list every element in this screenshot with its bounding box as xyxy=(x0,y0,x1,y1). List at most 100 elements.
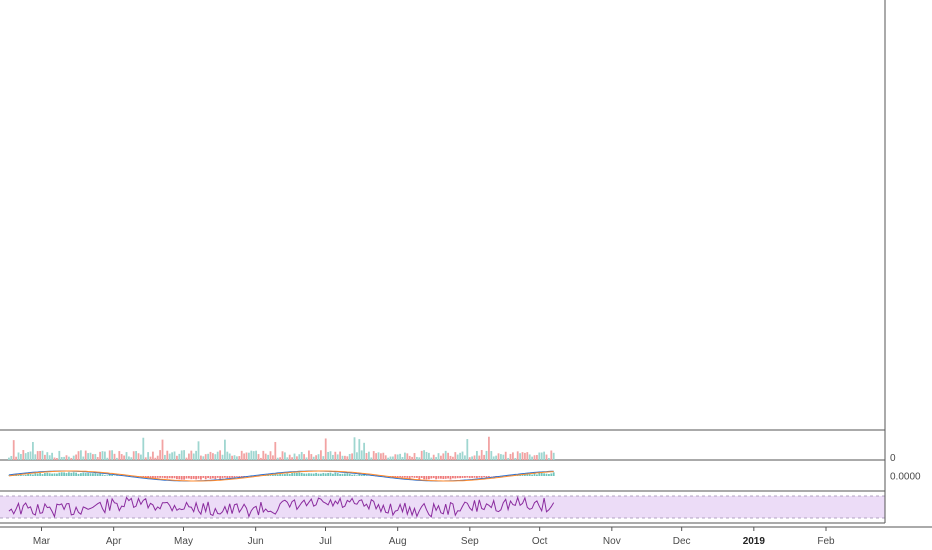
volume-bar xyxy=(137,453,140,460)
volume-bar xyxy=(420,450,423,460)
macd-histogram-bar xyxy=(305,473,308,476)
volume-bar xyxy=(120,454,123,460)
volume-bar xyxy=(20,454,22,460)
macd-histogram-bar xyxy=(315,472,318,476)
macd-histogram-bar xyxy=(224,476,226,478)
macd-histogram-bar xyxy=(336,473,339,476)
macd-histogram-bar xyxy=(279,473,282,476)
volume-bar xyxy=(504,451,507,460)
volume-bar xyxy=(36,451,39,460)
volume-bar xyxy=(255,450,258,460)
volume-bar xyxy=(552,452,555,460)
macd-histogram-bar xyxy=(329,472,332,476)
macd-histogram-bar xyxy=(48,473,51,476)
volume-bar xyxy=(202,456,205,460)
macd-histogram-bar xyxy=(365,475,368,476)
x-tick-label: Jul xyxy=(319,536,332,547)
x-tick-label: Aug xyxy=(389,536,407,547)
volume-bar xyxy=(204,454,207,460)
macd-histogram-bar xyxy=(444,476,447,479)
volume-bar xyxy=(521,452,524,460)
macd-histogram-bar xyxy=(238,476,241,478)
volume-bar xyxy=(437,453,440,460)
volume-bar xyxy=(435,457,438,460)
volume-bar xyxy=(360,450,363,460)
volume-bar xyxy=(87,453,90,460)
price-axis: 7600.0007200.0006800.0006600.0006400.000… xyxy=(884,0,932,550)
macd-histogram-bar xyxy=(209,476,212,479)
x-tick-label: Dec xyxy=(673,536,691,547)
time-axis: Mar Apr May Jun Jul Aug Sep Oct Nov Dec 2019 Feb xyxy=(0,526,932,547)
macd-histogram-bar xyxy=(423,476,426,480)
volume-bar xyxy=(221,454,224,460)
volume-bar xyxy=(372,451,375,460)
volume-bar xyxy=(267,454,270,460)
macd-histogram-bar xyxy=(53,473,56,476)
volume-bar xyxy=(274,441,277,460)
volume-bar xyxy=(490,451,493,460)
macd-histogram-bar xyxy=(449,476,452,480)
macd-histogram-bar xyxy=(416,476,418,478)
volume-bar xyxy=(466,439,469,460)
macd-histogram-bar xyxy=(152,476,154,479)
volume-bar xyxy=(48,455,51,460)
volume-bar xyxy=(413,453,416,460)
macd-histogram-bar xyxy=(166,476,169,479)
macd-histogram-bar xyxy=(236,476,238,477)
macd-histogram-bar xyxy=(296,472,298,476)
macd-histogram-bar xyxy=(56,473,58,476)
volume-bar xyxy=(65,455,68,460)
volume-bar xyxy=(516,451,519,460)
macd-histogram-bar xyxy=(269,475,272,476)
volume-bar xyxy=(320,450,322,460)
macd-line xyxy=(8,470,554,482)
macd-histogram-bar xyxy=(41,474,44,476)
volume-bar xyxy=(238,456,241,460)
macd-histogram-bar xyxy=(411,476,414,478)
volume-bar xyxy=(389,456,392,460)
volume-bar xyxy=(178,453,181,460)
macd-histogram-bar xyxy=(200,476,202,480)
volume-bar xyxy=(538,452,541,460)
volume-bar xyxy=(339,451,342,460)
volume-bar xyxy=(485,450,488,460)
macd-histogram-bar xyxy=(425,476,428,480)
volume-bar xyxy=(543,451,546,460)
indicator-panels xyxy=(0,429,885,524)
macd-histogram-bar xyxy=(437,476,440,479)
macd-histogram-bar xyxy=(46,472,49,476)
volume-bar xyxy=(401,456,404,460)
macd-zero-label: 0.0000 xyxy=(890,472,921,483)
volume-bar xyxy=(423,450,426,460)
volume-bar xyxy=(548,457,550,460)
macd-histogram-bar xyxy=(413,476,416,478)
volume-bar xyxy=(461,451,464,460)
volume-bar xyxy=(495,455,498,460)
macd-histogram-bar xyxy=(420,476,423,478)
volume-bar xyxy=(356,452,358,460)
macd-histogram-bar xyxy=(531,474,534,476)
volume-bar xyxy=(536,454,538,460)
volume-bar xyxy=(183,450,186,460)
volume-bar xyxy=(528,454,531,460)
macd-histogram-bar xyxy=(281,474,284,476)
volume-bar xyxy=(478,455,481,460)
volume-bar xyxy=(180,450,183,460)
volume-bar xyxy=(519,453,522,460)
macd-histogram-bar xyxy=(276,474,279,476)
macd-histogram-bar xyxy=(528,473,531,476)
macd-histogram-bar xyxy=(353,474,356,476)
volume-bar xyxy=(82,456,85,460)
volume-bar xyxy=(284,452,286,460)
volume-bar xyxy=(245,452,248,460)
volume-bar xyxy=(116,457,118,460)
macd-histogram-bar xyxy=(293,472,296,476)
volume-bar xyxy=(101,451,104,460)
macd-histogram-bar xyxy=(24,474,27,476)
macd-histogram-bar xyxy=(339,473,342,476)
volume-bar xyxy=(72,455,75,460)
macd-histogram-bar xyxy=(75,472,78,476)
macd-histogram-bar xyxy=(233,476,236,478)
volume-bar xyxy=(384,455,387,460)
macd-histogram-bar xyxy=(36,473,39,476)
